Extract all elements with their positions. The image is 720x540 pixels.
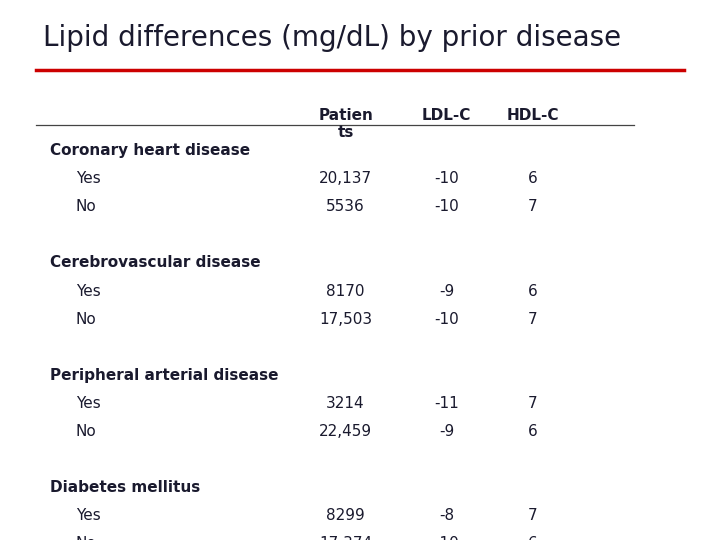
Text: Coronary heart disease: Coronary heart disease bbox=[50, 143, 251, 158]
Text: Yes: Yes bbox=[76, 396, 100, 411]
Text: No: No bbox=[76, 424, 96, 439]
Text: 6: 6 bbox=[528, 424, 538, 439]
Text: Diabetes mellitus: Diabetes mellitus bbox=[50, 480, 201, 495]
Text: No: No bbox=[76, 312, 96, 327]
Text: Yes: Yes bbox=[76, 171, 100, 186]
Text: -10: -10 bbox=[434, 199, 459, 214]
Text: Peripheral arterial disease: Peripheral arterial disease bbox=[50, 368, 279, 383]
Text: 3214: 3214 bbox=[326, 396, 365, 411]
Text: Yes: Yes bbox=[76, 508, 100, 523]
Text: -11: -11 bbox=[434, 396, 459, 411]
Text: 5536: 5536 bbox=[326, 199, 365, 214]
Text: Patien
ts: Patien ts bbox=[318, 108, 373, 140]
Text: -9: -9 bbox=[438, 424, 454, 439]
Text: 8170: 8170 bbox=[326, 284, 365, 299]
Text: -9: -9 bbox=[438, 284, 454, 299]
Text: 8299: 8299 bbox=[326, 508, 365, 523]
Text: Yes: Yes bbox=[76, 284, 100, 299]
Text: 17,503: 17,503 bbox=[319, 312, 372, 327]
Text: No: No bbox=[76, 199, 96, 214]
Text: HDL-C: HDL-C bbox=[507, 108, 559, 123]
Text: 7: 7 bbox=[528, 312, 538, 327]
Text: 17,374: 17,374 bbox=[319, 536, 372, 540]
Text: -10: -10 bbox=[434, 312, 459, 327]
Text: 6: 6 bbox=[528, 284, 538, 299]
Text: 20,137: 20,137 bbox=[319, 171, 372, 186]
Text: Cerebrovascular disease: Cerebrovascular disease bbox=[50, 255, 261, 271]
Text: LDL-C: LDL-C bbox=[422, 108, 471, 123]
Text: 6: 6 bbox=[528, 171, 538, 186]
Text: 7: 7 bbox=[528, 396, 538, 411]
Text: 7: 7 bbox=[528, 199, 538, 214]
Text: 7: 7 bbox=[528, 508, 538, 523]
Text: 22,459: 22,459 bbox=[319, 424, 372, 439]
Text: -10: -10 bbox=[434, 536, 459, 540]
Text: No: No bbox=[76, 536, 96, 540]
Text: 6: 6 bbox=[528, 536, 538, 540]
Text: -8: -8 bbox=[438, 508, 454, 523]
Text: -10: -10 bbox=[434, 171, 459, 186]
Text: Lipid differences (mg/dL) by prior disease: Lipid differences (mg/dL) by prior disea… bbox=[43, 24, 621, 52]
